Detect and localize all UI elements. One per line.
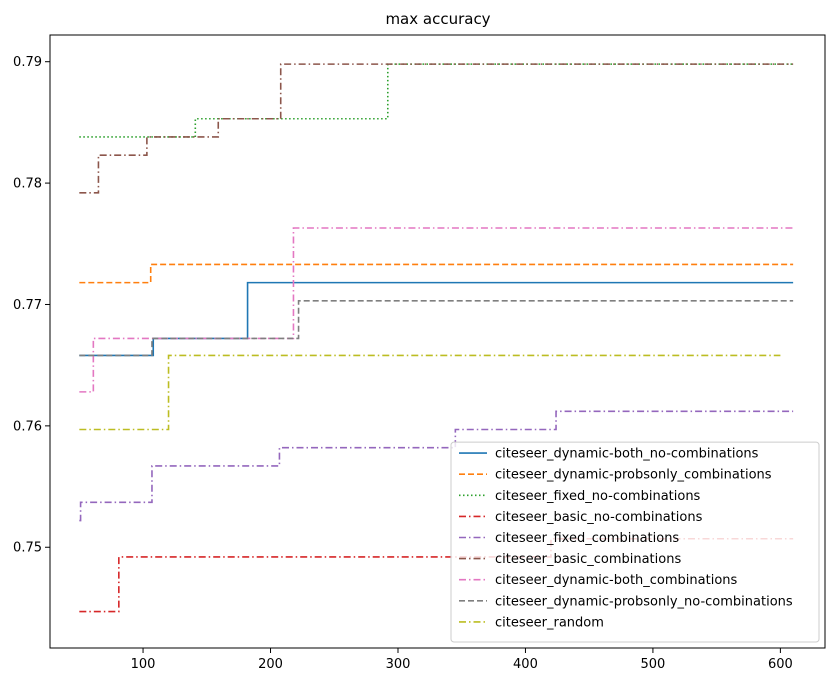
x-tick-label: 400 [513,657,538,672]
legend-label: citeseer_basic_combinations [495,552,681,567]
x-tick-label: 200 [258,657,283,672]
plot-lines [79,63,794,613]
y-tick-label: 0.78 [13,177,42,192]
plot-frame [49,34,826,649]
series-line-2 [79,63,794,138]
legend-label: citeseer_dynamic-probsonly_no-combinatio… [495,594,793,609]
legend-box [450,441,820,643]
legend-label: citeseer_basic_no-combinations [495,510,703,525]
x-tick-label: 600 [768,657,793,672]
y-axis: 0.75 0.76 0.77 0.78 0.79 [13,55,50,556]
x-axis: 100 200 300 400 500 600 [131,648,793,672]
y-tick-label: 0.77 [13,298,42,313]
chart-title: max accuracy [385,10,490,28]
legend-label: citeseer_dynamic-probsonly_combinations [495,468,772,483]
y-tick-label: 0.79 [13,55,42,70]
series-line-3 [79,537,794,613]
x-tick-label: 500 [641,657,666,672]
legend: citeseer_dynamic-both_no-combinationscit… [450,441,820,643]
x-tick-label: 100 [131,657,156,672]
legend-label: citeseer_fixed_combinations [495,531,679,546]
y-tick-label: 0.75 [13,541,42,556]
legend-label: citeseer_dynamic-both_no-combinations [495,447,759,462]
series-line-8 [79,354,781,431]
x-tick-label: 300 [386,657,411,672]
legend-label: citeseer_random [495,615,604,630]
series-line-4 [79,410,794,522]
series-line-6 [79,227,794,393]
series-line-5 [79,63,794,194]
series-line-0 [79,281,794,357]
legend-label: citeseer_fixed_no-combinations [495,489,701,504]
series-line-1 [79,263,794,284]
y-tick-label: 0.76 [13,419,42,434]
series-line-7 [79,300,794,357]
legend-label: citeseer_dynamic-both_combinations [495,573,738,588]
